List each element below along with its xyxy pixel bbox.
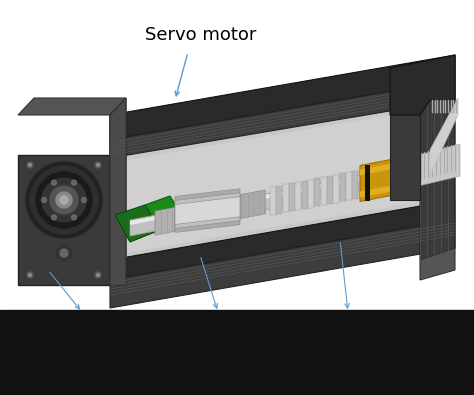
Polygon shape [390, 115, 420, 200]
Circle shape [28, 164, 31, 167]
Circle shape [52, 215, 56, 220]
Polygon shape [155, 207, 175, 235]
Polygon shape [390, 55, 455, 115]
Polygon shape [110, 220, 455, 308]
Circle shape [27, 162, 33, 168]
Polygon shape [314, 178, 320, 206]
Circle shape [56, 245, 72, 261]
Circle shape [60, 249, 68, 257]
Polygon shape [365, 166, 370, 201]
Bar [0, 0, 474, 310]
Polygon shape [321, 177, 327, 205]
Polygon shape [359, 170, 365, 198]
Polygon shape [308, 180, 314, 207]
Polygon shape [283, 184, 289, 213]
Circle shape [72, 215, 76, 220]
Polygon shape [110, 98, 126, 285]
Polygon shape [115, 205, 160, 242]
Polygon shape [420, 55, 455, 260]
Polygon shape [327, 176, 333, 204]
Polygon shape [18, 155, 110, 285]
Circle shape [27, 272, 33, 278]
Circle shape [60, 196, 68, 204]
Polygon shape [115, 105, 450, 255]
Polygon shape [215, 196, 235, 224]
Circle shape [97, 164, 100, 167]
Circle shape [50, 186, 78, 214]
Polygon shape [195, 199, 215, 228]
Polygon shape [235, 190, 265, 220]
Polygon shape [276, 186, 283, 214]
Polygon shape [289, 183, 295, 211]
Circle shape [97, 273, 100, 276]
Circle shape [28, 273, 31, 276]
Polygon shape [145, 196, 185, 230]
Polygon shape [360, 163, 395, 175]
Polygon shape [110, 100, 455, 260]
Circle shape [52, 180, 56, 185]
Polygon shape [360, 159, 395, 201]
Polygon shape [175, 193, 240, 228]
Circle shape [82, 198, 86, 203]
Polygon shape [301, 181, 308, 209]
Bar [0, 310, 474, 395]
Circle shape [30, 166, 98, 234]
Polygon shape [420, 248, 455, 280]
Polygon shape [110, 98, 126, 285]
Polygon shape [110, 55, 455, 140]
Circle shape [72, 180, 76, 185]
Circle shape [56, 192, 72, 208]
Polygon shape [333, 175, 339, 203]
Polygon shape [110, 80, 455, 158]
Polygon shape [390, 144, 460, 193]
Polygon shape [18, 98, 126, 115]
Polygon shape [270, 187, 276, 215]
Polygon shape [340, 173, 346, 201]
Text: Servo motor: Servo motor [145, 26, 256, 44]
Polygon shape [365, 169, 371, 197]
Circle shape [95, 162, 101, 168]
Circle shape [95, 272, 101, 278]
Circle shape [42, 198, 46, 203]
Polygon shape [175, 203, 195, 231]
Circle shape [26, 162, 102, 238]
Polygon shape [360, 185, 395, 198]
Polygon shape [430, 98, 458, 175]
Polygon shape [352, 171, 358, 199]
Polygon shape [110, 200, 455, 280]
Polygon shape [295, 182, 301, 210]
Bar [0, 0, 474, 310]
Polygon shape [130, 161, 440, 225]
Polygon shape [346, 172, 352, 200]
Circle shape [36, 172, 92, 228]
Polygon shape [175, 189, 240, 232]
Polygon shape [175, 197, 240, 224]
Polygon shape [130, 160, 440, 236]
Circle shape [42, 178, 86, 222]
